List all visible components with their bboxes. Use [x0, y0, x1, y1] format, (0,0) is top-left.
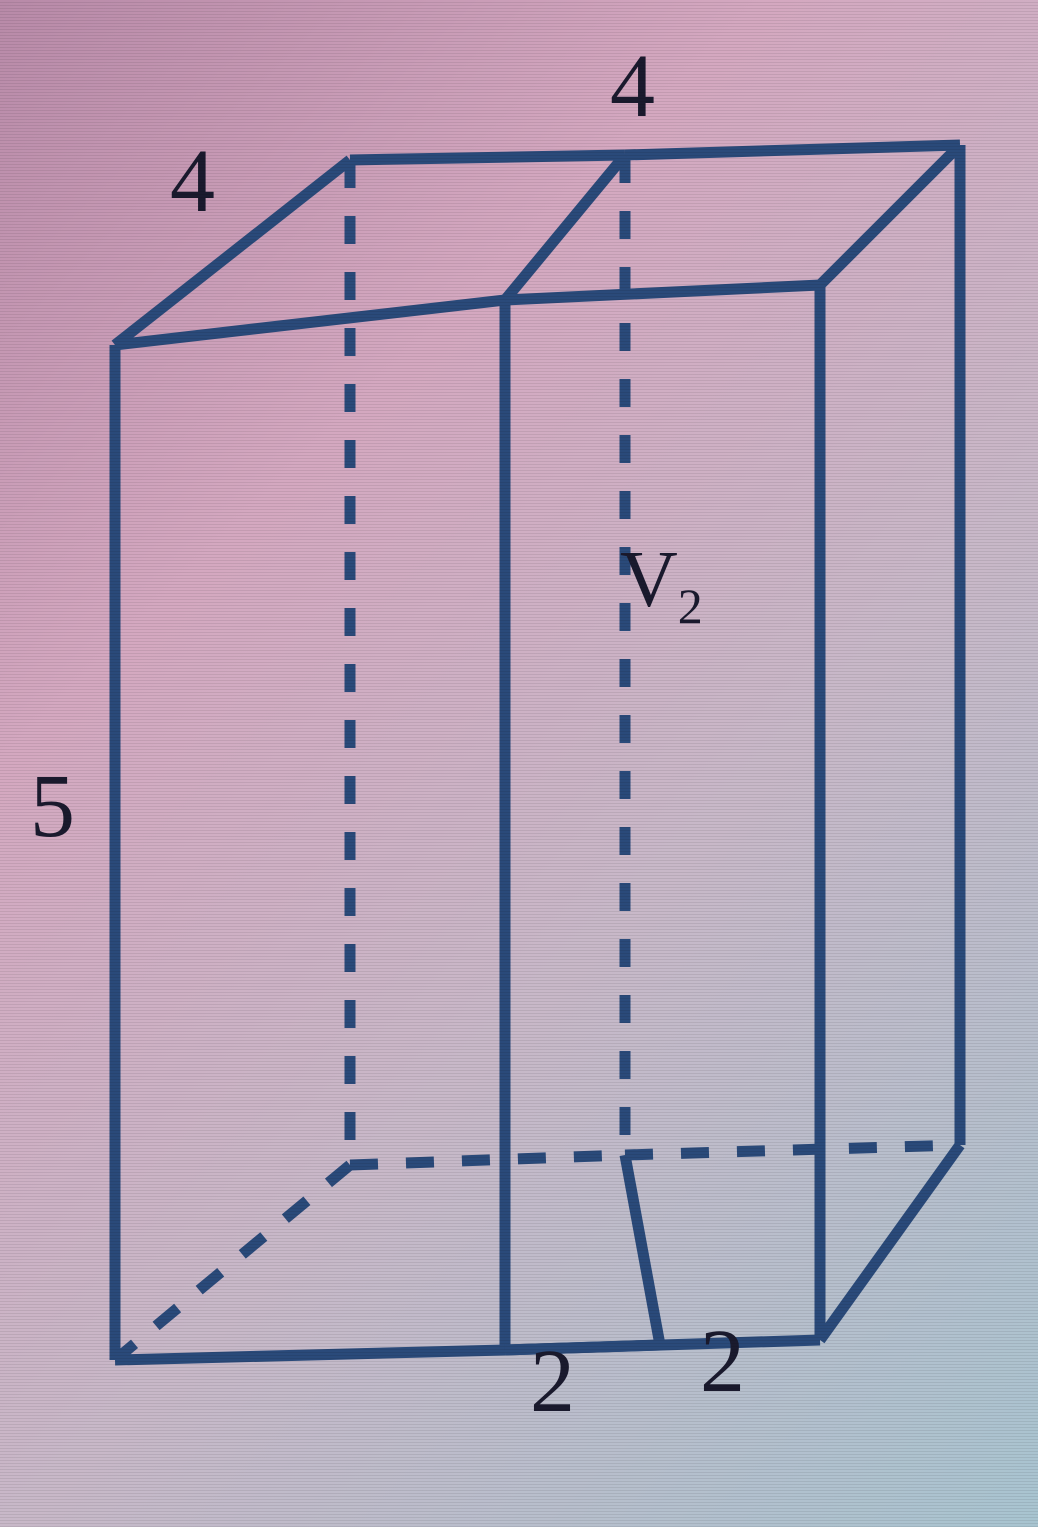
label-left-side: 5 [30, 755, 75, 858]
prism-diagram: 4 4 5 2 2 V2 [0, 0, 1038, 1527]
label-volume: V2 [620, 535, 703, 635]
prism-svg [0, 0, 1038, 1527]
label-bottom-right: 2 [700, 1310, 745, 1413]
label-volume-main: V [620, 536, 678, 624]
label-bottom-left: 2 [530, 1330, 575, 1433]
label-top-right: 4 [610, 35, 655, 138]
label-top-left: 4 [170, 130, 215, 233]
label-volume-sub: 2 [678, 578, 703, 634]
